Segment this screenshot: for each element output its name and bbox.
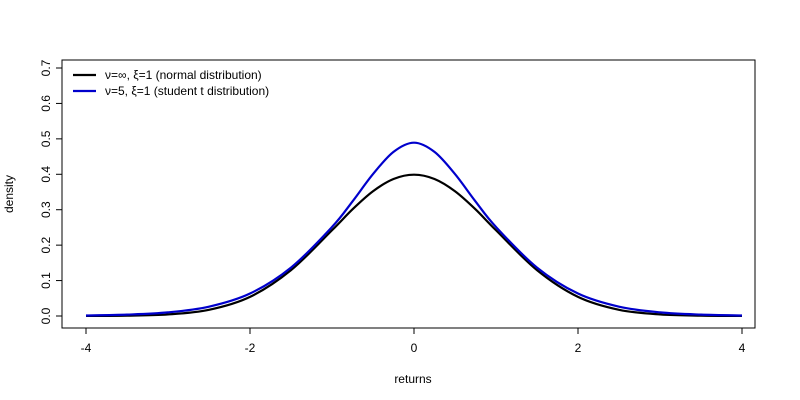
x-tick-label: 0	[411, 341, 418, 355]
x-tick-label: -2	[245, 341, 256, 355]
y-tick-label: 0.0	[39, 307, 53, 324]
legend-label-student-t: ν=5, ξ=1 (student t distribution)	[105, 84, 269, 98]
normal-density-curve	[85, 173, 743, 318]
x-tick-label: 4	[739, 341, 746, 355]
x-tick-label: -4	[81, 341, 92, 355]
y-tick-label: 0.3	[39, 201, 53, 218]
series-layer	[85, 141, 743, 318]
y-tick-label: 0.7	[39, 59, 53, 76]
y-axis-title: density	[2, 175, 16, 213]
y-axis: 0.0 0.1 0.2 0.3 0.4 0.5 0.6 0.7	[39, 59, 63, 324]
y-tick-label: 0.2	[39, 236, 53, 253]
y-tick-label: 0.6	[39, 95, 53, 112]
legend: ν=∞, ξ=1 (normal distribution) ν=5, ξ=1 …	[73, 68, 269, 98]
student-t-density-curve	[85, 141, 743, 317]
x-tick-label: 2	[575, 341, 582, 355]
plot-frame	[61, 59, 756, 329]
legend-label-normal: ν=∞, ξ=1 (normal distribution)	[105, 68, 262, 82]
y-tick-label: 0.5	[39, 130, 53, 147]
x-axis: -4 -2 0 2 4	[81, 327, 746, 355]
x-axis-title: returns	[394, 372, 431, 386]
y-tick-label: 0.1	[39, 272, 53, 289]
y-tick-label: 0.4	[39, 166, 53, 183]
